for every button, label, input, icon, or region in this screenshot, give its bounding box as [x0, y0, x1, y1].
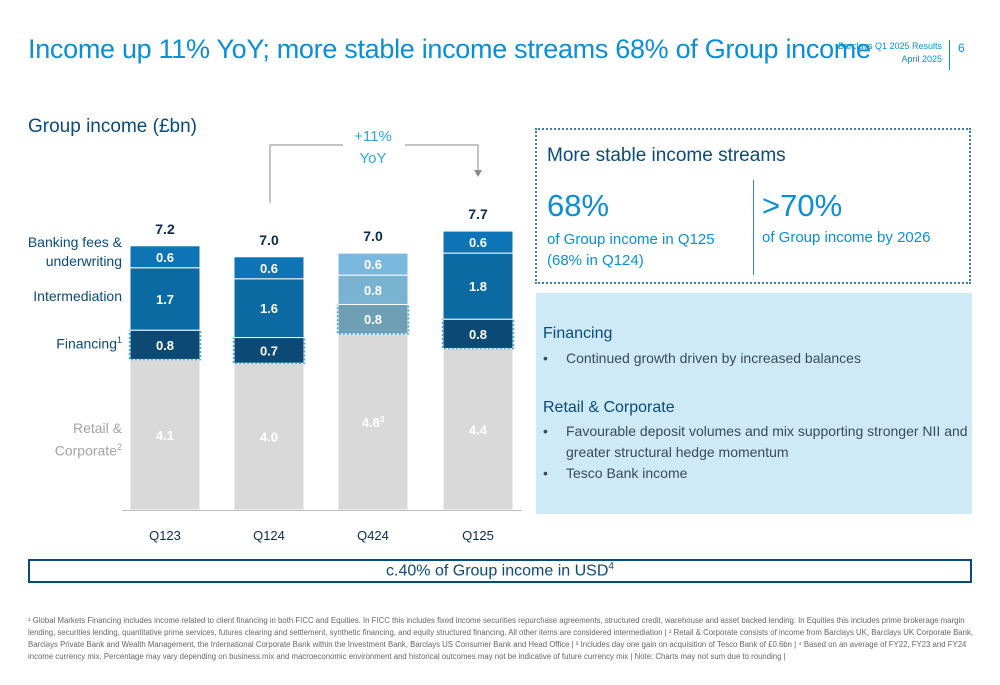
footnote-ref-4: 4: [608, 561, 614, 572]
stat-divider: [753, 180, 754, 275]
meta-line-2: April 2025: [901, 54, 942, 64]
yoy-annotation: +11% YoY: [345, 126, 401, 170]
value-label-financing-q123: 0.8: [156, 338, 174, 353]
value-label-fees-q125: 0.6: [469, 235, 487, 250]
yoy-label: YoY: [359, 150, 387, 167]
legend-label-retail-line1: Retail &: [72, 420, 122, 436]
value-label-retail-q123: 4.1: [156, 428, 174, 443]
footnote-ref-3: 3: [380, 415, 385, 424]
legend-label-financing: Financing1: [56, 331, 122, 354]
stat-68-desc: of Group income in Q125 (68% in Q124): [547, 229, 715, 271]
yoy-percent: +11%: [354, 128, 392, 145]
usd-text: c.40% of Group income in USD: [386, 562, 609, 580]
financing-heading: Financing: [543, 325, 613, 342]
bar-intermediation-q124: [233, 278, 305, 339]
meta-divider: [949, 40, 950, 70]
legend-label-financing-text: Financing: [56, 335, 117, 352]
total-label-q123: 7.2: [155, 221, 175, 237]
bar-fees-q125: [442, 230, 514, 254]
yoy-arrow-right: [405, 144, 479, 170]
retail-heading: Retail & Corporate: [543, 399, 675, 416]
financing-bullet-text: Continued growth driven by increased bal…: [566, 350, 861, 366]
stat-68-desc-line1: of Group income in Q125: [547, 231, 715, 248]
value-label-intermediation-q124: 1.6: [260, 301, 278, 316]
category-label-q125: Q125: [462, 528, 494, 543]
footnote-ref-1: 1: [116, 335, 122, 345]
meta-line-1: Barclays Q1 2025 Results: [837, 41, 942, 51]
stat-68-percent: 68%: [547, 188, 610, 223]
category-label-q123: Q123: [149, 528, 181, 543]
bar-intermediation-q125: [442, 252, 514, 320]
bar-fees-q123: [129, 245, 201, 269]
legend-label-intermediation: Intermediation: [33, 288, 122, 304]
footnote-ref-2: 2: [116, 442, 122, 452]
bullet-dot: •: [543, 423, 548, 439]
bars-layer: 4.1 0.8 1.7 0.6 7.2 Q123 4.0 0.7 1.6 0.6 7.0 Q124 4.…: [122, 206, 522, 543]
page-title: Income up 11% YoY; more stable income st…: [28, 34, 871, 64]
yoy-arrow-left: [269, 144, 343, 203]
legend-label-fees-line2: underwriting: [45, 253, 122, 269]
category-label-q424: Q424: [357, 528, 389, 543]
page-number: 6: [958, 41, 965, 55]
stat-68-desc-line2: (68% in Q124): [547, 252, 644, 269]
financing-bullet: • Continued growth driven by increased b…: [543, 348, 968, 369]
value-label-intermediation-q125: 1.8: [469, 279, 487, 294]
value-label-intermediation-q424: 0.8: [364, 283, 382, 298]
legend-label-fees: Banking fees & underwriting: [28, 233, 122, 271]
bar-retail-q424: [337, 333, 409, 511]
value-label-retail-q125: 4.4: [469, 422, 488, 437]
value-label-financing-q124: 0.7: [260, 343, 278, 358]
value-label-financing-q424: 0.8: [364, 312, 382, 327]
stable-income-title: More stable income streams: [547, 145, 786, 166]
usd-callout-box: [28, 559, 972, 583]
value-label-retail-q124: 4.0: [260, 430, 278, 445]
footnotes: ¹ Global Markets Financing includes inco…: [28, 616, 974, 661]
financing-dotted-outline-q125: [441, 318, 515, 350]
bar-retail-q125: [442, 348, 514, 511]
group-income-chart: 4.1 0.8 1.7 0.6 7.2 Q123 4.0 0.7 1.6 0.6 7.0 Q124 4.…: [122, 144, 522, 543]
financing-dotted-outline-q424: [336, 303, 410, 335]
retail-bullet-1: • Favourable deposit volumes and mix sup…: [543, 421, 968, 463]
stat-70-percent: >70%: [762, 188, 843, 223]
value-label-financing-q125: 0.8: [469, 327, 487, 342]
presentation-meta: Barclays Q1 2025 Results April 2025: [838, 40, 942, 66]
value-label-fees-q124: 0.6: [260, 261, 278, 276]
total-label-q125: 7.7: [468, 206, 488, 222]
financing-dotted-outline-q124: [232, 336, 306, 364]
bar-financing-q125: [442, 318, 514, 350]
value-label-intermediation-q123: 1.7: [156, 292, 174, 307]
category-label-q124: Q124: [253, 528, 285, 543]
total-label-q424: 7.0: [363, 228, 383, 244]
bar-intermediation-q123: [129, 267, 201, 331]
bullet-dot: •: [543, 350, 548, 366]
value-label-retail-q424: 4.83: [362, 415, 385, 430]
bullet-dot: •: [543, 465, 548, 481]
yoy-arrow-head: [474, 170, 482, 177]
financing-dotted-outline-q123: [128, 329, 202, 361]
bar-financing-q124: [233, 337, 305, 364]
total-label-q124: 7.0: [259, 232, 279, 248]
retail-bullet-1-text: Favourable deposit volumes and mix suppo…: [566, 423, 968, 460]
bar-fees-q424: [337, 252, 409, 276]
legend-label-retail-line2: Corporate: [54, 442, 117, 459]
yoy-arrow: [269, 144, 482, 203]
retail-bullet-2-text: Tesco Bank income: [566, 465, 688, 481]
legend-label-fees-line1: Banking fees &: [27, 234, 122, 250]
stat-70-desc: of Group income by 2026: [762, 229, 931, 246]
retail-bullet-2: • Tesco Bank income: [543, 463, 968, 484]
value-label-fees-q123: 0.6: [156, 250, 174, 265]
bar-financing-q424: [337, 303, 409, 335]
commentary-box: [536, 293, 972, 514]
stable-income-box: [535, 128, 971, 284]
bar-intermediation-q424: [337, 274, 409, 305]
bar-fees-q124: [233, 256, 305, 280]
bar-financing-q123: [129, 329, 201, 361]
chart-title: Group income (£bn): [28, 116, 197, 137]
usd-callout-text: c.40% of Group income in USD4: [28, 561, 972, 580]
legend-label-retail: Retail & Corporate2: [55, 419, 122, 461]
value-label-fees-q424: 0.6: [364, 257, 382, 272]
